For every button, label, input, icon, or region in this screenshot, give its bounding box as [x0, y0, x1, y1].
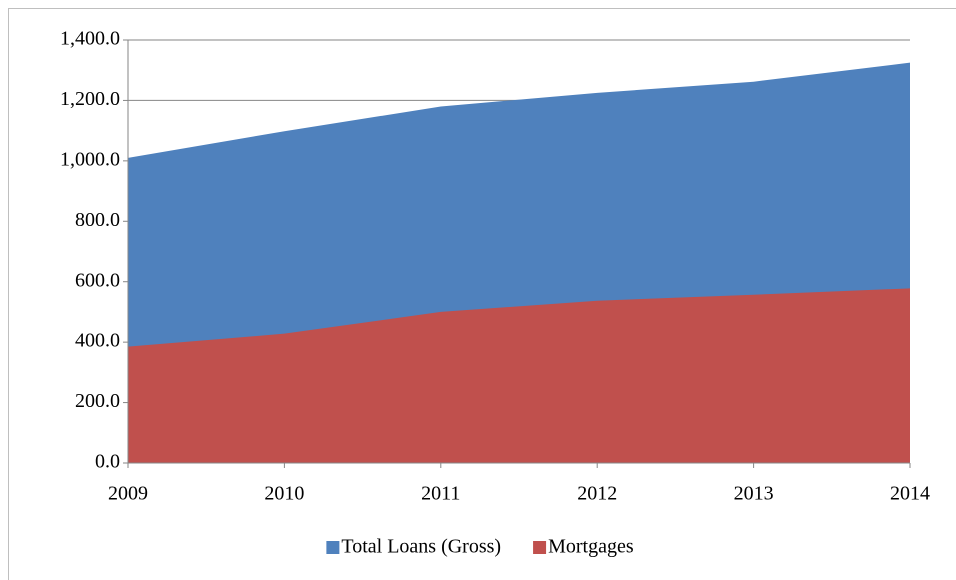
- legend: Total Loans (Gross) Mortgages: [326, 536, 634, 558]
- legend-swatch: [326, 541, 340, 554]
- x-tick-label: 2014: [890, 483, 930, 505]
- y-tick-label: 1,000.0: [60, 148, 120, 170]
- chart-frame: [8, 8, 956, 580]
- legend-label: Mortgages: [548, 536, 634, 558]
- x-tick-label: 2010: [264, 483, 304, 505]
- x-tick-label: 2011: [421, 483, 460, 505]
- x-tick-label: 2013: [734, 483, 774, 505]
- legend-swatch: [533, 541, 547, 554]
- legend-label: Total Loans (Gross): [341, 536, 501, 558]
- y-tick-label: 200.0: [75, 390, 120, 412]
- y-tick-label: 800.0: [75, 209, 120, 231]
- y-tick-label: 600.0: [75, 269, 120, 291]
- y-tick-label: 400.0: [75, 330, 120, 352]
- x-tick-label: 2009: [108, 483, 148, 505]
- area: [128, 288, 910, 463]
- y-tick-label: 1,400.0: [60, 28, 120, 50]
- x-tick-label: 2012: [577, 483, 617, 505]
- y-tick-label: 0.0: [95, 451, 120, 473]
- y-tick-label: 1,200.0: [60, 88, 120, 110]
